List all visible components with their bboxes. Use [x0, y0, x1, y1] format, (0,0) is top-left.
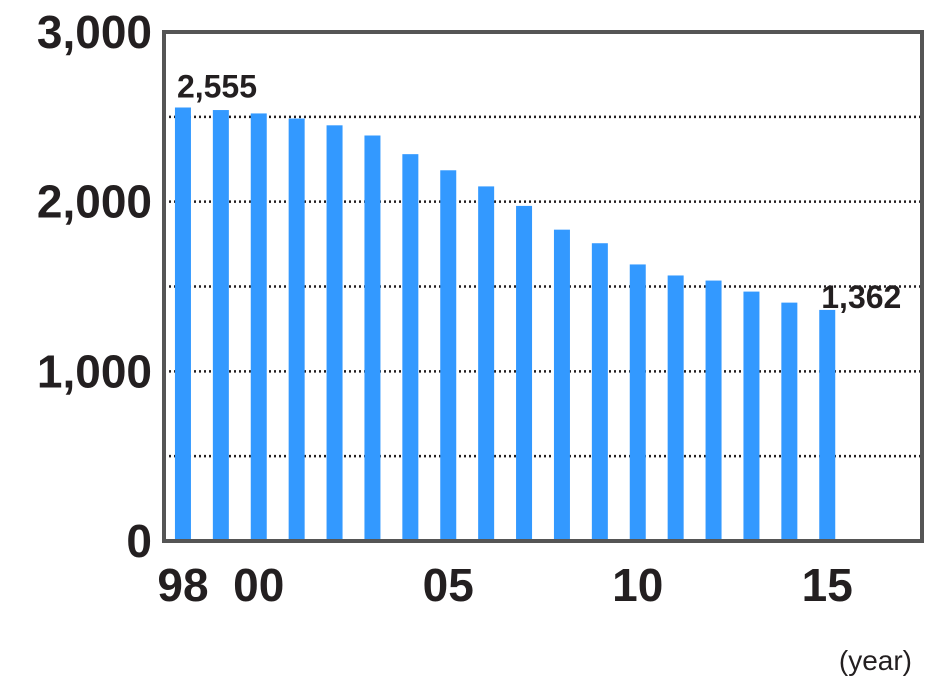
bar — [250, 113, 267, 541]
x-tick-label: 98 — [157, 559, 208, 611]
bar — [553, 229, 570, 541]
bar — [516, 205, 533, 542]
gridlines — [164, 115, 922, 458]
bar — [478, 186, 495, 541]
bar — [743, 291, 760, 541]
bar — [364, 135, 381, 541]
bar — [402, 154, 419, 541]
x-axis-ticks: 98 00 05 10 15 — [157, 559, 852, 611]
x-axis-unit-label: (year) — [839, 645, 912, 676]
bar — [705, 280, 722, 541]
bar — [440, 170, 457, 542]
y-tick-label: 2,000 — [37, 176, 152, 228]
bars — [174, 107, 836, 542]
plot-frame — [162, 30, 924, 543]
bar — [174, 107, 191, 542]
bar — [326, 125, 343, 542]
y-tick-label: 0 — [126, 515, 152, 567]
x-tick-label: 10 — [612, 559, 663, 611]
y-tick-label: 1,000 — [37, 345, 152, 397]
bar — [212, 110, 229, 542]
data-labels: 2,555 1,362 — [177, 69, 901, 315]
y-tick-label: 3,000 — [37, 6, 152, 58]
data-label: 2,555 — [177, 69, 257, 105]
bar — [667, 275, 684, 541]
x-tick-label: 15 — [802, 559, 853, 611]
x-tick-label: 00 — [233, 559, 284, 611]
bar — [288, 118, 305, 541]
bar — [781, 302, 798, 541]
bar — [819, 309, 836, 541]
bar — [591, 243, 608, 542]
x-tick-label: 05 — [423, 559, 474, 611]
bar — [629, 264, 646, 541]
y-axis-ticks: 0 1,000 2,000 3,000 — [37, 6, 152, 567]
data-label: 1,362 — [821, 279, 901, 315]
